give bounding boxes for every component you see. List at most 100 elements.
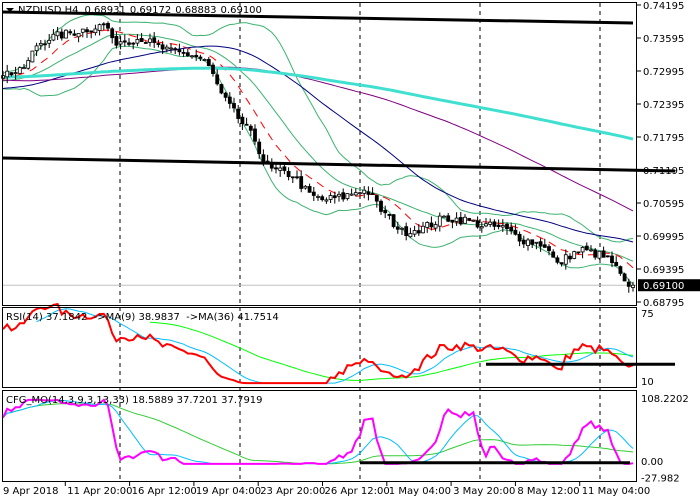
candle: [72, 29, 77, 37]
candle-body: [526, 239, 530, 246]
candle: [614, 256, 619, 267]
candle-body: [387, 213, 392, 216]
bollinger-upper-line: [2, 14, 634, 243]
time-tick-label: 1 May 04:00: [389, 486, 451, 497]
candle-body: [513, 229, 518, 235]
candle-body: [320, 196, 325, 201]
candle: [349, 188, 354, 196]
candle-body: [185, 52, 190, 57]
candle: [408, 227, 413, 238]
candle: [320, 194, 325, 202]
candle-body: [505, 223, 509, 229]
candle: [278, 163, 283, 177]
candle: [463, 214, 467, 224]
candle: [437, 212, 442, 232]
candle-body: [43, 43, 47, 46]
candle-body: [530, 239, 535, 245]
cfg-panel[interactable]: [2, 398, 634, 465]
candle: [383, 205, 388, 218]
candle: [496, 219, 501, 230]
candle: [68, 29, 73, 36]
candle-body: [194, 54, 199, 58]
candle: [135, 34, 140, 47]
rsi-ma9-line: [36, 308, 634, 384]
price-panel-frame: [2, 2, 637, 306]
candle: [395, 221, 400, 234]
rsi-panel[interactable]: [2, 302, 675, 385]
candle: [471, 219, 476, 222]
candle: [34, 42, 39, 56]
candle: [257, 138, 262, 159]
candle-body: [366, 191, 371, 195]
candle-body: [437, 215, 442, 227]
candle-body: [139, 38, 144, 42]
candle: [337, 191, 341, 202]
candle-body: [17, 67, 22, 74]
candle: [76, 33, 81, 43]
candle-body: [148, 38, 152, 43]
candle-body: [374, 195, 379, 202]
candle: [59, 28, 64, 41]
candle-body: [479, 226, 484, 229]
candle-body: [190, 55, 194, 58]
candle-body: [597, 250, 602, 259]
candle-body: [610, 255, 614, 264]
candle: [555, 255, 560, 265]
candle-body: [345, 193, 350, 200]
candle: [93, 24, 98, 36]
candle: [446, 212, 451, 223]
candle: [479, 221, 484, 233]
candle: [332, 191, 337, 204]
candle-body: [416, 230, 421, 234]
price-tick-label: 0.71795: [643, 133, 684, 144]
candle-body: [311, 191, 316, 196]
candle: [194, 49, 199, 61]
candle: [601, 246, 606, 258]
candle: [51, 28, 56, 42]
candle-body: [152, 37, 157, 43]
candle: [299, 170, 304, 193]
candle: [425, 221, 430, 233]
cfg-main-line: [2, 398, 634, 465]
candle-body: [454, 217, 459, 222]
candle: [114, 31, 119, 49]
candle-body: [605, 255, 610, 258]
candle: [618, 265, 623, 276]
candle-body: [412, 230, 417, 235]
price-panel[interactable]: [1, 10, 676, 293]
candle-body: [538, 241, 543, 247]
candle: [127, 38, 131, 47]
candle: [530, 239, 535, 249]
candle: [143, 41, 148, 44]
candle: [370, 187, 375, 195]
candle: [80, 28, 85, 38]
collapse-triangle-icon[interactable]: [6, 8, 14, 12]
candle-body: [177, 49, 182, 53]
candle: [563, 249, 568, 270]
candle-body: [496, 224, 501, 227]
candle: [475, 216, 480, 229]
candle-body: [391, 214, 396, 227]
candle-body: [484, 223, 488, 227]
candle-body: [362, 189, 367, 194]
candle: [517, 231, 522, 247]
candle-body: [110, 28, 115, 39]
candle: [442, 214, 446, 218]
candle-body: [181, 51, 186, 54]
candle: [429, 216, 434, 231]
time-tick-label: 8 May 12:00: [517, 486, 579, 497]
candle: [622, 272, 627, 282]
candle: [240, 113, 245, 130]
candle: [22, 63, 26, 70]
candle-body: [295, 176, 299, 179]
candle-body: [542, 244, 547, 248]
candle: [139, 32, 144, 42]
candle: [118, 36, 123, 50]
candle-body: [324, 199, 329, 202]
current-price-label: 0.69100: [643, 281, 684, 292]
cfg-tick-label: 0.00: [641, 457, 663, 468]
candle: [412, 225, 417, 237]
candle: [374, 195, 379, 208]
candle: [13, 66, 18, 80]
